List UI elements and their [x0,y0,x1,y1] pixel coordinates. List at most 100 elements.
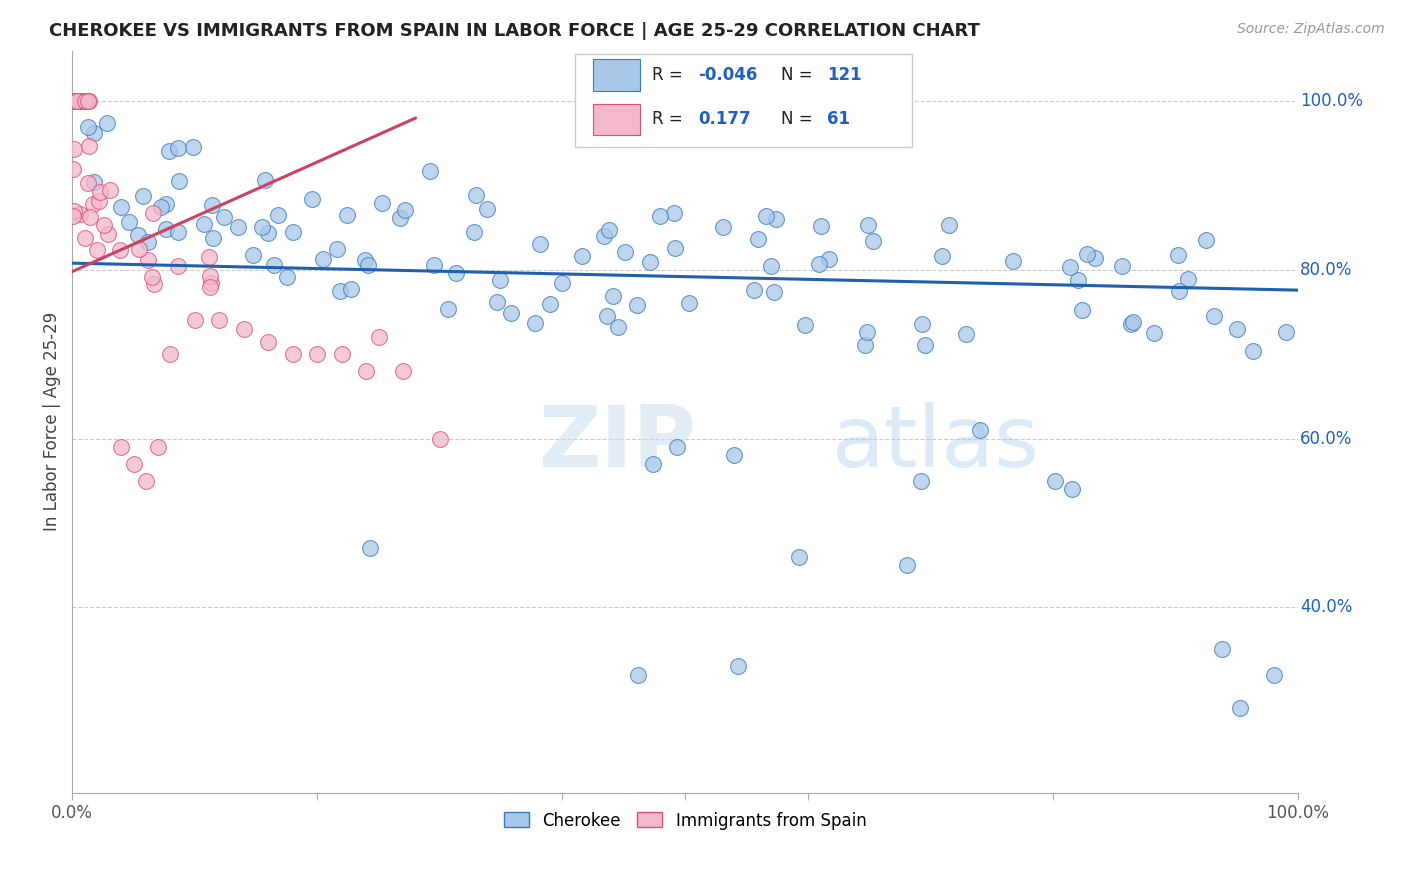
Point [501,306,523,320]
Point [419,163,441,178]
Point [357,258,380,272]
Text: Source: ZipAtlas.com: Source: ZipAtlas.com [1237,22,1385,37]
Point [267,208,290,222]
Point [665,440,688,454]
Point [613,244,636,259]
Point [858,218,880,232]
Point [110,440,132,454]
Text: 40.0%: 40.0% [1301,599,1353,616]
Point [63,204,86,219]
Point [678,295,700,310]
Point [747,232,769,246]
Point [226,220,249,235]
Point [742,283,765,297]
Text: -0.046: -0.046 [699,66,758,84]
Point [184,313,207,327]
Point [276,269,298,284]
Point [167,141,190,155]
Point [97,227,120,242]
Point [598,223,620,237]
Point [1067,273,1090,287]
Point [626,298,648,312]
Point [853,337,876,351]
Point [808,257,831,271]
Point [146,440,169,454]
Point [242,248,264,262]
Point [197,250,219,264]
Point [257,227,280,241]
Point [727,659,749,673]
Point [1202,309,1225,323]
Legend: Cherokee, Immigrants from Spain: Cherokee, Immigrants from Spain [496,805,873,837]
Point [1177,272,1199,286]
Point [524,316,547,330]
Bar [593,103,640,135]
Text: 121: 121 [827,66,862,84]
Point [89,185,111,199]
Text: N =: N = [780,66,817,84]
Point [354,252,377,267]
Text: ZIP: ZIP [538,402,696,485]
Point [89,194,111,208]
Point [326,242,349,256]
Point [1122,315,1144,329]
Point [713,220,735,235]
Point [367,330,389,344]
Point [529,237,551,252]
Point [83,126,105,140]
Point [167,259,190,273]
Point [1168,284,1191,298]
Point [392,364,415,378]
Point [157,144,180,158]
Point [1076,246,1098,260]
Point [910,474,932,488]
Point [79,210,101,224]
Point [969,423,991,437]
Point [128,242,150,256]
Point [336,208,359,222]
Point [82,197,104,211]
Point [73,231,96,245]
Point [202,231,225,245]
Point [127,228,149,243]
Point [723,449,745,463]
Point [66,95,89,109]
Point [281,225,304,239]
Point [787,549,810,564]
Point [955,327,977,342]
Text: R =: R = [652,66,688,84]
Point [155,197,177,211]
Point [339,282,361,296]
Point [1167,248,1189,262]
Point [67,95,90,109]
Bar [593,60,640,90]
Point [1060,482,1083,496]
Point [1143,326,1166,340]
Point [650,209,672,223]
Point [253,173,276,187]
Point [389,211,412,226]
Text: 61: 61 [827,111,851,128]
Point [193,217,215,231]
Point [62,210,84,224]
Point [330,347,353,361]
Point [1195,233,1218,247]
Point [312,252,335,267]
Point [118,215,141,229]
Point [281,347,304,361]
Point [136,252,159,267]
Point [77,95,100,109]
Point [664,241,686,255]
Point [65,95,87,109]
Point [98,183,121,197]
Point [938,218,960,232]
Point [359,541,381,556]
Point [1083,251,1105,265]
Point [914,338,936,352]
Point [63,95,86,109]
Text: R =: R = [652,111,688,128]
Point [122,457,145,471]
Point [371,196,394,211]
Point [198,280,221,294]
Text: 80.0%: 80.0% [1301,260,1353,279]
